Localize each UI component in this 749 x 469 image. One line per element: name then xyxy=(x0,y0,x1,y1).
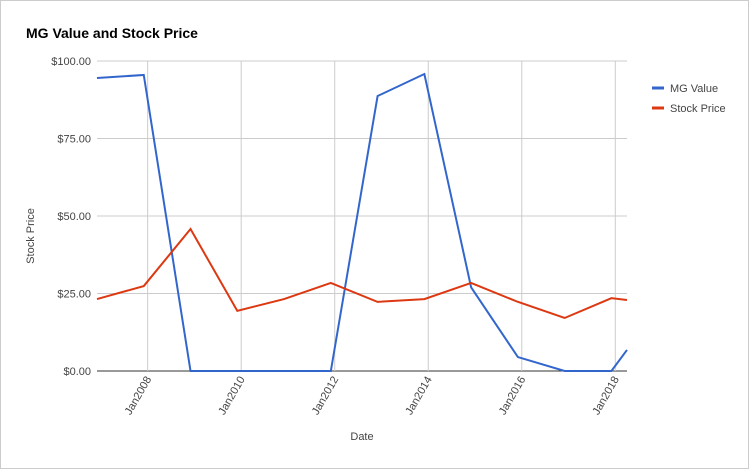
y-tick-label: $50.00 xyxy=(57,211,91,223)
series-line xyxy=(96,72,628,372)
legend-label: Stock Price xyxy=(670,103,726,115)
y-tick-label: $0.00 xyxy=(63,366,91,378)
x-axis-label: Date xyxy=(350,431,373,443)
series-line xyxy=(96,227,628,320)
y-axis-label: Stock Price xyxy=(25,208,37,264)
y-tick-label: $25.00 xyxy=(57,289,91,301)
chart-title: MG Value and Stock Price xyxy=(26,25,198,41)
y-tick-label: $100.00 xyxy=(51,56,91,68)
legend-label: MG Value xyxy=(670,83,718,95)
y-tick-label: $75.00 xyxy=(57,134,91,146)
